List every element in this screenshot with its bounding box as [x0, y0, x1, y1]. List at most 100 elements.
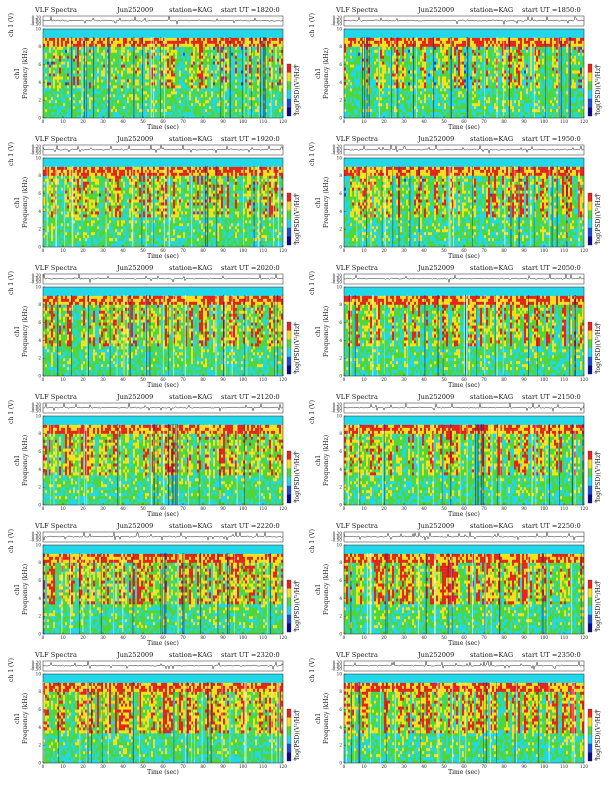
heatmap-cell [147, 46, 150, 50]
heatmap-cell [249, 40, 252, 44]
heatmap-cell [462, 94, 465, 98]
heatmap-cell [111, 94, 114, 98]
heatmap-cell [452, 91, 455, 95]
heatmap-cell [444, 46, 447, 50]
heatmap-cell [255, 29, 258, 33]
heatmap-cell [510, 58, 513, 62]
heatmap-cell [400, 97, 403, 101]
heatmap-cell [474, 94, 477, 98]
heatmap-cell [43, 31, 46, 35]
heatmap-cell [191, 103, 194, 107]
colorbar-frame [587, 63, 593, 117]
heatmap-cell [398, 40, 401, 44]
heatmap-cell [404, 43, 407, 47]
heatmap-cell [221, 29, 224, 33]
heatmap-cell [69, 61, 72, 65]
colorbar-segment [588, 72, 592, 82]
heatmap-cell [233, 61, 236, 65]
heatmap-cell [472, 31, 475, 35]
heatmap-cell [552, 73, 555, 77]
heatmap-cell [227, 43, 230, 47]
heatmap-cell [534, 31, 537, 35]
heatmap-cell [273, 158, 276, 162]
heatmap-cell [410, 88, 413, 92]
heatmap-cell [464, 91, 467, 95]
heatmap-cell [49, 49, 52, 53]
heatmap-cell [544, 91, 547, 95]
heatmap-cell [546, 34, 549, 38]
heatmap-cell [448, 43, 451, 47]
heatmap-cell [418, 85, 421, 89]
heatmap-cell [580, 58, 583, 62]
colorbar-label: log(PSD)(V²/Hz) [294, 66, 301, 115]
heatmap-cell [43, 43, 46, 47]
heatmap-cell [426, 115, 429, 119]
heatmap-cell [436, 88, 439, 92]
heatmap-cell [277, 100, 280, 104]
heatmap-cell [472, 37, 475, 41]
heatmap-cell [43, 40, 46, 44]
heatmap-cell [580, 82, 583, 86]
heatmap-cell [279, 34, 282, 38]
heatmap-cell [237, 109, 240, 113]
heatmap-cell [143, 91, 146, 95]
heatmap-cell [141, 70, 144, 74]
heatmap-cell [265, 58, 268, 62]
heatmap-cell [446, 67, 449, 71]
heatmap-cell [390, 64, 393, 68]
heatmap-cell [277, 106, 280, 110]
heatmap-cell [470, 31, 473, 35]
heatmap-cell [474, 34, 477, 38]
heatmap-cell [55, 103, 58, 107]
heatmap-cell [261, 55, 264, 59]
heatmap-cell [207, 64, 210, 68]
heatmap-cell [358, 91, 361, 95]
heatmap-cell [350, 55, 353, 59]
heatmap-cell [103, 31, 106, 35]
heatmap-cell [119, 158, 122, 162]
heatmap-cell [91, 97, 94, 101]
heatmap-cell [380, 34, 383, 38]
heatmap-cell [271, 106, 274, 110]
heatmap-cell [546, 29, 549, 33]
time-tick-label: 110 [560, 119, 568, 124]
heatmap-cell [500, 52, 503, 56]
heatmap-cell [426, 31, 429, 35]
heatmap-cell [350, 43, 353, 47]
heatmap-cell [364, 37, 367, 41]
heatmap-cell [362, 115, 365, 119]
heatmap-cell [428, 67, 431, 71]
heatmap-cell [424, 67, 427, 71]
heatmap-cell [199, 37, 202, 41]
heatmap-cell [119, 88, 122, 92]
heatmap-cell [392, 64, 395, 68]
heatmap-cell [69, 109, 72, 113]
heatmap-cell [464, 58, 467, 62]
heatmap-cell [452, 34, 455, 38]
heatmap-cell [488, 106, 491, 110]
heatmap-cell [171, 61, 174, 65]
heatmap-cell [209, 85, 212, 89]
heatmap-cell [237, 76, 240, 80]
heatmap-cell [253, 97, 256, 101]
heatmap-cell [472, 109, 475, 113]
heatmap-cell [231, 91, 234, 95]
heatmap-cell [434, 85, 437, 89]
heatmap-cell [117, 112, 120, 116]
heatmap-cell [185, 43, 188, 47]
heatmap-cell [277, 85, 280, 89]
heatmap-cell [498, 79, 501, 83]
heatmap-cell [167, 85, 170, 89]
heatmap-cell [271, 103, 274, 107]
heatmap-cell [358, 70, 361, 74]
heatmap-cell [386, 103, 389, 107]
heatmap-cell [205, 115, 208, 119]
heatmap-cell [518, 55, 521, 59]
heatmap-cell [520, 67, 523, 71]
heatmap-cell [382, 40, 385, 44]
heatmap-cell [436, 91, 439, 95]
heatmap-cell [59, 76, 62, 80]
heatmap-cell [131, 97, 134, 101]
heatmap-cell [514, 82, 517, 86]
heatmap-cell [61, 100, 64, 104]
